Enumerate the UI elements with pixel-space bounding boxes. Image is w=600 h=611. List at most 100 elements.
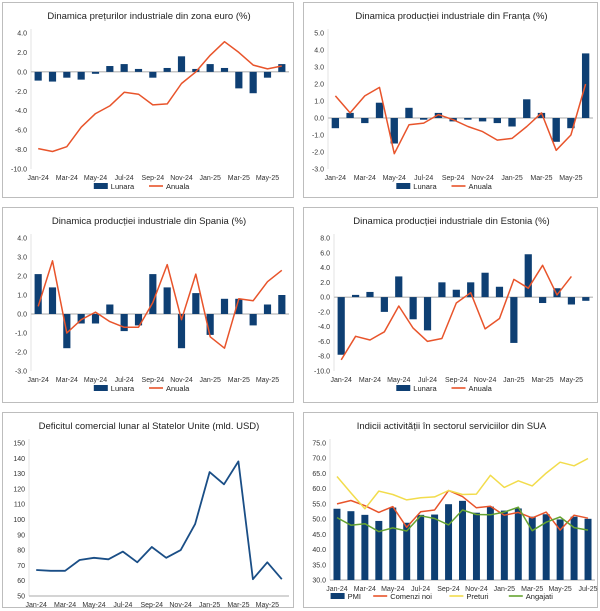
bar-lunara — [91, 314, 100, 324]
bar-lunara — [478, 118, 487, 122]
y-tick-label: 60 — [17, 578, 25, 585]
chart-panel-us-trade-deficit: Deficitul comercial lunar al Statelor Un… — [2, 412, 294, 609]
x-tick-label: Mar-24 — [54, 602, 76, 609]
y-tick-label: -10.0 — [11, 167, 27, 174]
bar-lunara — [405, 107, 413, 118]
bar-lunara — [77, 71, 85, 80]
y-tick-label: 130 — [13, 471, 25, 478]
x-tick-label: May-25 — [548, 586, 571, 593]
x-tick-label: Nov-24 — [170, 377, 193, 384]
x-tick-label: Jul-24 — [113, 602, 132, 609]
legend-label: Lunara — [111, 182, 135, 191]
y-tick-label: 100 — [13, 517, 25, 524]
x-tick-label: Mar-24 — [56, 175, 78, 182]
legend-label: Anuala — [469, 182, 493, 191]
bar-lunara — [91, 71, 100, 74]
chart-title: Deficitul comercial lunar al Statelor Un… — [39, 421, 260, 432]
x-tick-label: May-24 — [84, 175, 107, 182]
y-tick-label: -1.0 — [312, 133, 324, 140]
bar-lunara — [177, 56, 186, 72]
bar-lunara — [106, 304, 114, 314]
x-tick-label: Sep-24 — [442, 175, 465, 182]
x-tick-label: Nov-24 — [170, 175, 193, 182]
bar-pmi — [431, 514, 439, 580]
legend-label: Anuala — [469, 384, 493, 393]
x-tick-label: Mar-25 — [530, 175, 552, 182]
x-tick-label: Sep-24 — [142, 377, 165, 384]
x-tick-label: May-24 — [383, 175, 406, 182]
chart-panel-us-services: Indicii activității în sectorul servicii… — [303, 412, 598, 608]
legend-label: PMI — [348, 592, 361, 601]
bar-lunara — [134, 314, 143, 326]
x-tick-label: May-25 — [560, 377, 583, 384]
x-tick-label: Nov-24 — [474, 377, 497, 384]
bar-pmi — [584, 518, 592, 580]
y-tick-label: 30.0 — [312, 578, 326, 585]
x-tick-label: Jan-24 — [330, 377, 352, 384]
chart-us-services: Indicii activității în sectorul servicii… — [312, 421, 597, 601]
x-tick-label: Jan-24 — [27, 175, 49, 182]
y-tick-label: 0.0 — [17, 69, 27, 76]
legend-swatch — [330, 593, 345, 599]
x-tick-label: Mar-25 — [228, 175, 250, 182]
bar-lunara — [481, 272, 489, 298]
chart-us-trade-deficit: Deficitul comercial lunar al Statelor Un… — [13, 421, 289, 609]
x-tick-label: Mar-24 — [354, 586, 376, 593]
chart-euro-zone-prices: Dinamica prețurilor industriale din zona… — [11, 11, 289, 191]
chart-france-production: Dinamica producției industriale din Fran… — [312, 11, 593, 191]
bar-lunara — [149, 71, 157, 78]
bar-lunara — [523, 99, 531, 118]
bar-lunara — [464, 118, 472, 120]
bar-lunara — [106, 66, 114, 72]
bar-lunara — [163, 67, 171, 72]
bar-lunara — [420, 118, 428, 120]
y-tick-label: -8.0 — [15, 147, 27, 154]
y-tick-label: 50 — [17, 594, 25, 601]
x-tick-label: Mar-24 — [359, 377, 381, 384]
chart-spain-production: Dinamica producției industriale din Span… — [15, 216, 289, 393]
x-tick-label: Sep-24 — [142, 175, 165, 182]
y-tick-label: 70 — [17, 563, 25, 570]
bar-lunara — [395, 276, 403, 298]
y-tick-label: 4.0 — [17, 31, 27, 38]
y-tick-label: -2.0 — [318, 309, 330, 316]
bar-pmi — [417, 514, 425, 580]
bar-lunara — [48, 287, 57, 314]
line-series-anuala — [340, 264, 572, 361]
x-tick-label: Jan-25 — [501, 175, 523, 182]
y-tick-label: -2.0 — [15, 350, 27, 357]
bar-lunara — [508, 118, 516, 127]
bar-lunara — [278, 64, 286, 72]
legend-label: Lunara — [111, 384, 135, 393]
bar-lunara — [337, 297, 345, 355]
bar-lunara — [390, 118, 398, 144]
x-tick-label: Nov-24 — [169, 602, 192, 609]
y-tick-label: 4.0 — [17, 236, 27, 243]
y-tick-label: -6.0 — [318, 339, 330, 346]
chart-title: Dinamica prețurilor industriale din zona… — [47, 11, 250, 22]
bar-pmi — [361, 514, 369, 580]
y-tick-label: 110 — [14, 502, 25, 509]
y-tick-label: 0.0 — [320, 295, 330, 302]
chart-panel-spain-production: Dinamica producției industriale din Span… — [2, 207, 294, 403]
bar-lunara — [467, 282, 475, 298]
bar-pmi — [528, 516, 536, 580]
bar-lunara — [249, 71, 257, 94]
bar-lunara — [192, 68, 200, 72]
bar-lunara — [263, 304, 272, 314]
bar-lunara — [438, 282, 446, 298]
y-tick-label: -8.0 — [318, 354, 330, 361]
bar-lunara — [163, 287, 171, 314]
bar-pmi — [445, 504, 453, 580]
bar-lunara — [77, 314, 85, 324]
y-tick-label: -1.0 — [15, 331, 27, 338]
y-tick-label: 140 — [13, 456, 25, 463]
bar-pmi — [333, 508, 341, 580]
bar-lunara — [34, 274, 42, 314]
bar-lunara — [34, 71, 42, 81]
chart-title: Dinamica producției industriale din Span… — [52, 216, 246, 227]
bar-lunara — [567, 118, 575, 129]
bar-lunara — [452, 289, 460, 298]
y-tick-label: 80 — [17, 548, 25, 555]
bar-lunara — [177, 314, 186, 349]
